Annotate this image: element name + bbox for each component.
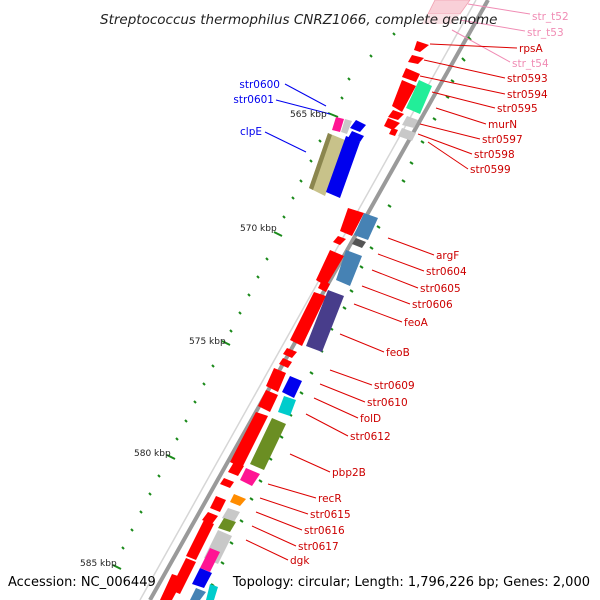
gene-rpsA[interactable]: [414, 41, 429, 52]
gene-folD[interactable]: [278, 396, 296, 416]
gene-label-str0609[interactable]: str0609: [374, 380, 415, 392]
gene-str0606[interactable]: [316, 250, 344, 286]
gene-str0606-small[interactable]: [318, 280, 330, 292]
genome-stats-text: Topology: circular; Length: 1,796,226 bp…: [232, 575, 590, 590]
gene-folD-blue[interactable]: [282, 376, 302, 398]
gene-recR[interactable]: [240, 468, 260, 486]
accession-text: Accession: NC_006449: [8, 575, 156, 590]
gene-label-recR[interactable]: recR: [318, 493, 342, 505]
gene-labels: str_t52 str_t53 rpsA str_t54 str0593 str…: [233, 11, 568, 567]
gene-folD-red[interactable]: [258, 390, 278, 412]
gene-label-str0617[interactable]: str0617: [298, 541, 339, 553]
tick-label-570: 570 kbp: [240, 224, 277, 234]
gene-label-pbp2B[interactable]: pbp2B: [332, 467, 366, 479]
tick-label-585: 585 kbp: [80, 559, 117, 569]
gene-feoA[interactable]: [290, 292, 326, 346]
gene-str0600[interactable]: [332, 117, 344, 132]
gene-str0601[interactable]: [341, 119, 352, 134]
gene-str0605-arrow[interactable]: [333, 236, 346, 245]
gene-str0616[interactable]: [222, 508, 240, 522]
gene-feoB[interactable]: [306, 290, 344, 352]
gene-str0610[interactable]: [266, 368, 286, 392]
gene-clpE-arrow-a[interactable]: [350, 120, 366, 132]
gene-str0597[interactable]: [402, 116, 418, 128]
gene-recR-arrow[interactable]: [220, 478, 234, 488]
gene-label-str-t53[interactable]: str_t53: [527, 27, 564, 39]
tick-label-575: 575 kbp: [189, 337, 226, 347]
gene-label-str0599[interactable]: str0599: [470, 164, 511, 176]
gene-label-str0595[interactable]: str0595: [497, 103, 538, 115]
gene-label-str0598[interactable]: str0598: [474, 149, 515, 161]
gene-label-str0610[interactable]: str0610: [367, 397, 408, 409]
gene-str0615-red[interactable]: [210, 496, 226, 512]
gene-label-feoA[interactable]: feoA: [404, 317, 429, 329]
gene-label-str0615[interactable]: str0615: [310, 509, 351, 521]
gene-pbp2B[interactable]: [250, 418, 286, 470]
gene-bottom-blue[interactable]: [192, 568, 212, 588]
gene-label-str0606[interactable]: str0606: [412, 299, 453, 311]
gene-str0595[interactable]: [406, 80, 432, 114]
gene-str0594[interactable]: [392, 80, 416, 112]
gene-str0604[interactable]: [354, 213, 378, 240]
gene-label-folD[interactable]: folD: [360, 413, 381, 425]
gene-str-t54[interactable]: [408, 55, 424, 64]
gene-label-feoB[interactable]: feoB: [386, 347, 410, 359]
gene-str0609[interactable]: [283, 348, 297, 358]
gene-label-str0605[interactable]: str0605: [420, 283, 461, 295]
gene-bottom-cyan[interactable]: [206, 584, 218, 600]
gene-label-str0604[interactable]: str0604: [426, 266, 467, 278]
gene-bottom-pink[interactable]: [200, 548, 220, 572]
gene-bottom-teal[interactable]: [190, 588, 206, 600]
gene-str0605[interactable]: [336, 250, 362, 286]
gene-str0604-tail[interactable]: [352, 238, 366, 248]
gene-label-str-t52[interactable]: str_t52: [532, 11, 569, 23]
gene-str0597-red[interactable]: [384, 118, 400, 130]
label-leader-lines: [245, 3, 531, 561]
gene-clpE[interactable]: [326, 136, 360, 198]
gene-str0593[interactable]: [402, 68, 420, 82]
gene-label-clpE[interactable]: clpE: [240, 126, 262, 138]
gene-str-t53[interactable]: [422, 14, 460, 24]
gene-label-str0600[interactable]: str0600: [239, 79, 280, 91]
gene-label-str0597[interactable]: str0597: [482, 134, 523, 146]
gene-murN[interactable]: [388, 110, 404, 120]
gene-argF[interactable]: [340, 208, 364, 236]
gene-str0598[interactable]: [398, 128, 416, 141]
gene-str0599[interactable]: [389, 128, 398, 136]
tick-label-580: 580 kbp: [134, 449, 171, 459]
gene-label-murN[interactable]: murN: [488, 119, 517, 131]
gene-bottom-red-b[interactable]: [160, 574, 184, 600]
gene-label-dgk[interactable]: dgk: [290, 555, 310, 567]
gene-str0617[interactable]: [218, 518, 236, 532]
gene-label-argF[interactable]: argF: [436, 250, 459, 262]
gene-pbp2B-small[interactable]: [228, 462, 244, 476]
gene-label-str0594[interactable]: str0594: [507, 89, 548, 101]
tick-label-565: 565 kbp: [290, 110, 327, 120]
gene-str0612[interactable]: [230, 412, 268, 468]
map-title: Streptococcus thermophilus CNRZ1066, com…: [100, 12, 497, 28]
gene-clpE-khaki[interactable]: [309, 133, 345, 196]
gene-label-str0601[interactable]: str0601: [233, 94, 274, 106]
gene-label-str0616[interactable]: str0616: [304, 525, 345, 537]
gene-clpE-khaki-edge[interactable]: [309, 133, 332, 190]
inner-minor-ticks: [112, 32, 396, 570]
gene-str0609-b[interactable]: [279, 358, 292, 368]
gene-label-str-t54[interactable]: str_t54: [512, 58, 549, 70]
gene-label-rpsA[interactable]: rpsA: [519, 43, 543, 55]
kbp-tick-labels: 565 kbp 570 kbp 575 kbp 580 kbp 585 kbp: [80, 110, 327, 569]
gene-label-str0612[interactable]: str0612: [350, 431, 391, 443]
gene-dgk[interactable]: [186, 520, 214, 560]
gene-str0615[interactable]: [230, 494, 246, 506]
genes-reverse-strand: [160, 0, 471, 600]
gene-label-str0593[interactable]: str0593: [507, 73, 548, 85]
